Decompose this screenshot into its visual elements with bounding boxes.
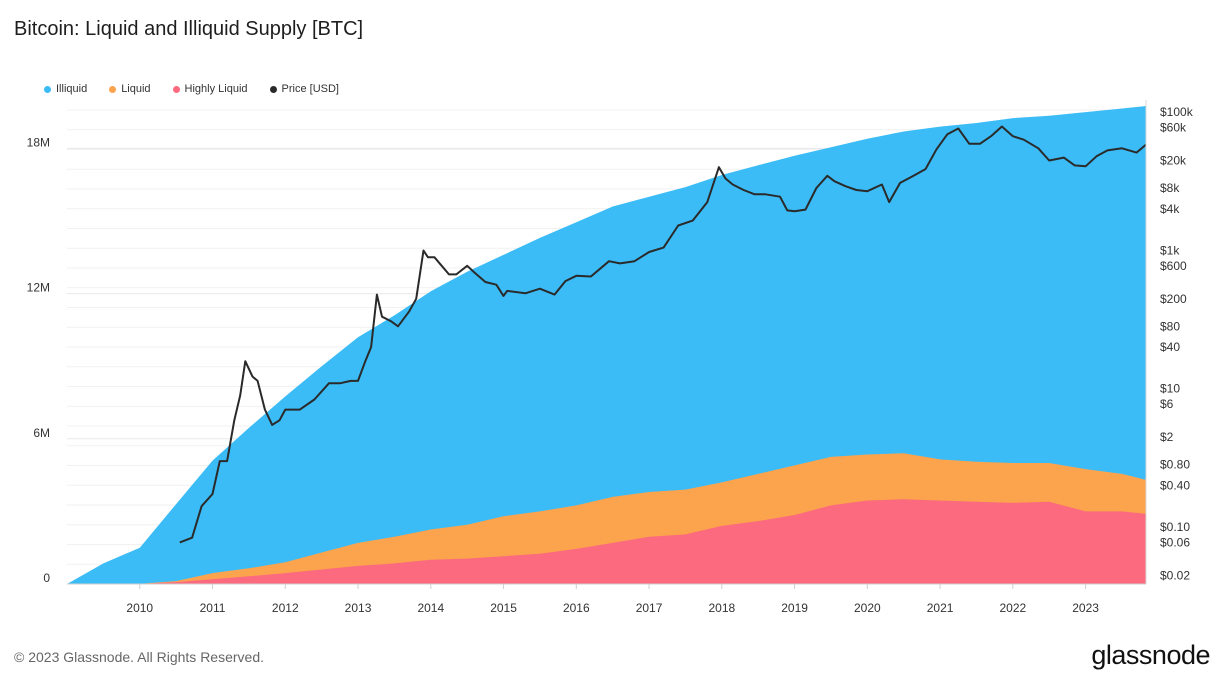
legend-dot-liquid <box>109 85 117 93</box>
y-left-tick-label: 18M <box>27 135 50 149</box>
legend-item-illiquid[interactable]: Illiquid <box>44 83 87 95</box>
y-right-tick-label: $0.10 <box>1160 520 1190 534</box>
brand-logo: glassnode <box>1091 640 1210 670</box>
y-right-tick-label: $40 <box>1160 340 1180 354</box>
legend-label-illiquid: Illiquid <box>56 83 88 95</box>
x-tick-label: 2016 <box>563 601 590 615</box>
y-right-tick-label: $8k <box>1160 181 1180 195</box>
legend-item-price[interactable]: Price [USD] <box>269 83 339 95</box>
y-right-tick-label: $1k <box>1160 243 1180 257</box>
y-right-tick-label: $0.80 <box>1160 458 1190 472</box>
y-right-tick-label: $0.06 <box>1160 535 1190 549</box>
y-right-tick-label: $200 <box>1160 292 1187 306</box>
legend-dot-illiquid <box>44 85 51 93</box>
x-tick-label: 2010 <box>126 601 153 615</box>
y-right-tick-label: $600 <box>1160 259 1187 273</box>
y-left-tick-label: 12M <box>27 281 50 295</box>
legend-dot-price <box>269 85 277 93</box>
x-tick-label: 2022 <box>1000 601 1027 615</box>
y-right-tick-label: $6 <box>1160 397 1174 411</box>
x-tick-label: 2011 <box>200 601 226 615</box>
y-right-tick-label: $100k <box>1160 105 1194 119</box>
x-tick-label: 2020 <box>854 601 881 615</box>
y-right-tick-label: $20k <box>1160 154 1187 168</box>
y-right-tick-label: $60k <box>1160 121 1187 135</box>
x-tick-label: 2017 <box>636 601 663 615</box>
legend-item-highly-liquid[interactable]: Highly Liquid <box>172 83 248 95</box>
x-tick-label: 2021 <box>927 601 954 615</box>
y-right-tick-label: $4k <box>1160 202 1180 216</box>
x-tick-label: 2014 <box>417 601 444 615</box>
y-right-tick-label: $80 <box>1160 319 1180 333</box>
x-tick-label: 2012 <box>272 601 299 615</box>
legend-dot-highly-liquid <box>172 85 180 93</box>
x-tick-label: 2018 <box>708 601 735 615</box>
area-highly-liquid <box>67 499 1146 584</box>
copyright-text: © 2023 Glassnode. All Rights Reserved. <box>14 649 265 665</box>
x-tick-label: 2015 <box>490 601 517 615</box>
legend-item-liquid[interactable]: Liquid <box>109 83 151 95</box>
y-right-tick-label: $2 <box>1160 430 1174 444</box>
legend-label-price: Price [USD] <box>281 83 339 95</box>
legend-label-liquid: Liquid <box>121 83 151 95</box>
y-left-tick-label: 6M <box>33 426 50 440</box>
chart-legend: Illiquid Liquid Highly Liquid Price [USD… <box>44 83 339 95</box>
legend-label-highly-liquid: Highly Liquid <box>184 83 248 95</box>
x-tick-label: 2013 <box>345 601 372 615</box>
chart-title: Bitcoin: Liquid and Illiquid Supply [BTC… <box>14 18 364 40</box>
y-right-tick-label: $0.02 <box>1160 568 1190 582</box>
y-right-tick-label: $10 <box>1160 382 1180 396</box>
price-line <box>179 125 1147 544</box>
y-left-tick-label: 0 <box>43 571 50 585</box>
x-tick-label: 2023 <box>1072 601 1099 615</box>
y-right-tick-label: $0.40 <box>1160 478 1190 492</box>
x-tick-label: 2019 <box>781 601 808 615</box>
